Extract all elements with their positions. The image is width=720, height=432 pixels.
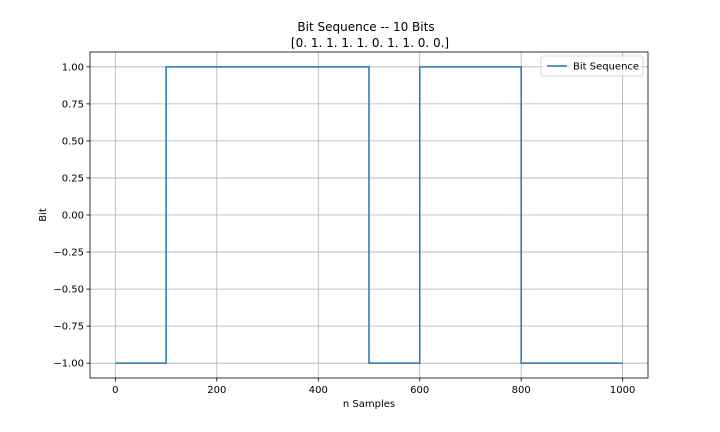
y-tick-label: −0.25 [53,248,84,259]
x-axis: 0 200 400 600 800 1000 [112,378,635,396]
chart-title: Bit Sequence -- 10 Bits [297,20,434,34]
y-tick-label: −0.50 [53,285,84,296]
series-layer [115,66,623,364]
y-tick-label: 1.00 [62,62,84,73]
legend: Bit Sequence [540,55,644,77]
y-tick-label: −1.00 [53,359,84,370]
y-tick-label: 0.25 [62,173,84,184]
y-tick-label: −0.75 [53,322,84,333]
x-tick-label: 0 [112,385,118,396]
x-tick-label: 200 [207,385,226,396]
x-tick-label: 800 [512,385,531,396]
y-axis: 1.00 0.75 0.50 0.25 0.00 −0.25 −0.50 −0.75 −1.00 [53,62,90,370]
y-tick-label: 0.50 [62,136,84,147]
x-tick-label: 1000 [610,385,635,396]
legend-box [540,55,644,77]
x-axis-label: n Samples [343,399,395,410]
y-tick-label: 0.75 [62,99,84,110]
series-line-bit-sequence [115,66,623,364]
legend-label: Bit Sequence [573,62,639,73]
chart-subtitle: [0. 1. 1. 1. 1. 0. 1. 1. 0. 0.] [291,36,449,50]
x-tick-label: 400 [309,385,328,396]
y-axis-label: Bit [38,208,49,222]
x-tick-label: 600 [410,385,429,396]
y-tick-label: 0.00 [62,211,84,222]
